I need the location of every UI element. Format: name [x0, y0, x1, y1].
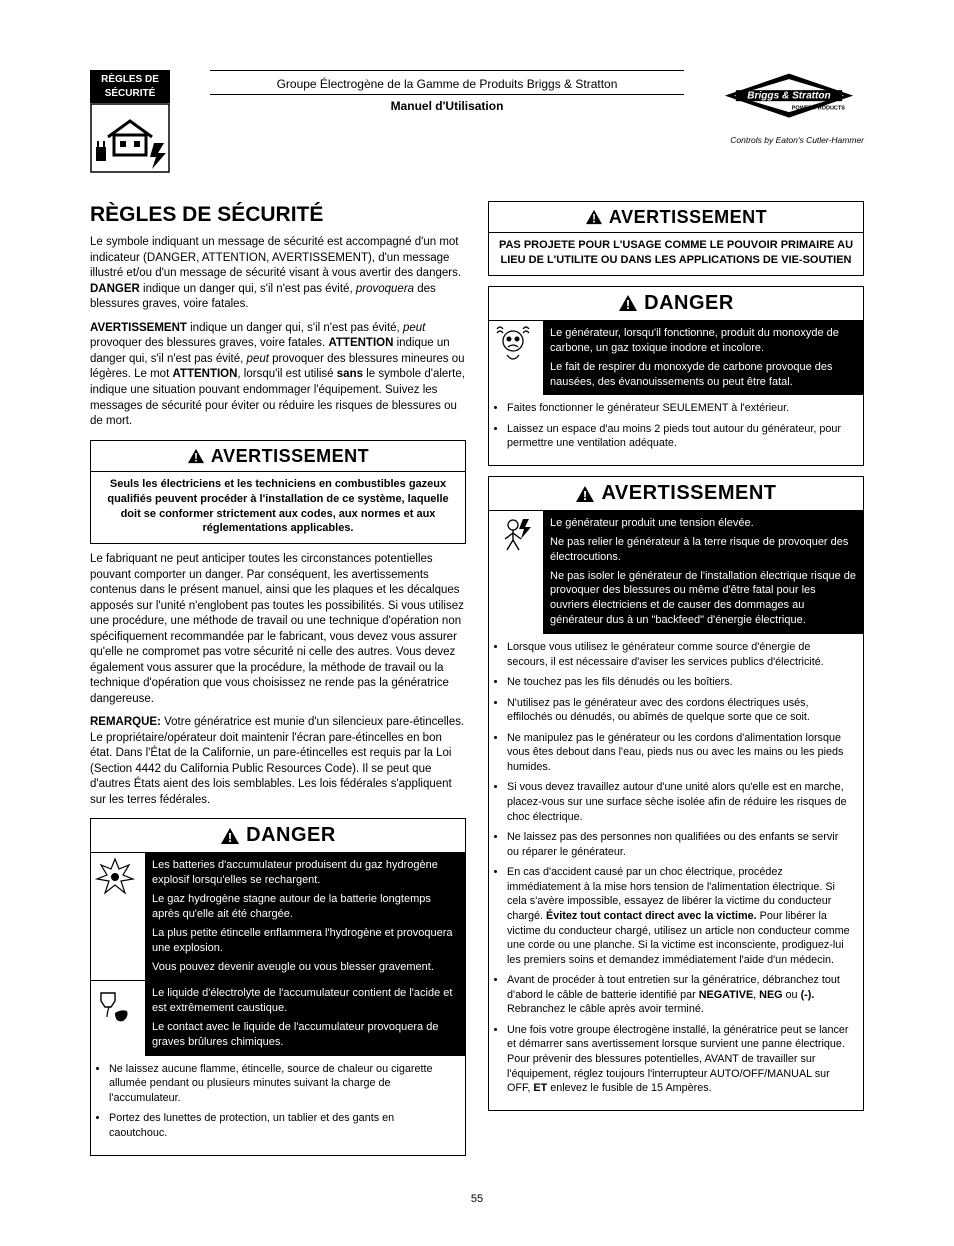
avert-elec-b1: Lorsque vous utilisez le générateur comm…	[507, 640, 853, 669]
warning-triangle-icon: !	[220, 827, 240, 845]
danger-bullets: Ne laissez aucune flamme, étincelle, sou…	[91, 1056, 465, 1155]
danger-text-4: Vous pouvez devenir aveugle ou vous bles…	[152, 960, 458, 975]
alert-avertissement-usage: ! AVERTISSEMENT PAS PROJETE POUR L'USAGE…	[488, 201, 864, 276]
danger-text-3: La plus petite étincelle enflammera l'hy…	[152, 926, 458, 956]
header-center: Groupe Électrogène de la Gamme de Produi…	[210, 70, 684, 114]
danger-bullet-2: Portez des lunettes de protection, un ta…	[109, 1111, 455, 1140]
avert-elec-b7: En cas d'accident causé par un choc élec…	[507, 865, 853, 967]
svg-text:!: !	[626, 297, 630, 312]
alert-header-word: AVERTISSEMENT	[211, 444, 369, 468]
danger-text-1: Les batteries d'accumulateur produisent …	[152, 858, 458, 888]
logo-tagline: Controls by Eaton's Cutler-Hammer	[694, 135, 864, 146]
safety-rules-badge: RÈGLES DE SÉCURITÉ	[90, 70, 170, 173]
hazard-avert-electrical: ! AVERTISSEMENT Le générateur produit un…	[488, 476, 864, 1111]
svg-text:Briggs & Stratton: Briggs & Stratton	[747, 90, 830, 101]
safety-rules-icon	[90, 103, 170, 173]
warning-triangle-icon: !	[618, 294, 638, 312]
avert-elec-b6: Ne laissez pas des personnes non qualifi…	[507, 830, 853, 859]
avert-elec-text-2: Ne pas relier le générateur à la terre r…	[550, 535, 856, 565]
avert-elec-text-1: Le générateur produit une tension élevée…	[550, 516, 856, 531]
avert-elec-b5: Si vous devez travaillez autour d'une un…	[507, 780, 853, 824]
danger-co-text-2: Le fait de respirer du monoxyde de carbo…	[550, 360, 856, 390]
svg-text:!: !	[583, 488, 587, 503]
warning-triangle-icon: !	[575, 485, 595, 503]
warning-triangle-icon: !	[187, 448, 205, 464]
danger-co-bullet-1: Faites fonctionner le générateur SEULEME…	[507, 401, 853, 416]
danger-co-bullet-2: Laissez un espace d'au moins 2 pieds tou…	[507, 422, 853, 451]
hazard-danger-battery: ! DANGER Les batteries d'accumulateur pr…	[90, 818, 466, 1155]
hazard-header-word: AVERTISSEMENT	[601, 480, 776, 507]
left-column: RÈGLES DE SÉCURITÉ Le symbole indiquant …	[90, 201, 466, 1166]
header-manual-title: Manuel d'Utilisation	[210, 98, 684, 114]
toxic-fumes-icon	[493, 325, 533, 365]
avert-elec-text-3: Ne pas isoler le générateur de l'install…	[550, 569, 856, 628]
warning-triangle-icon: !	[585, 209, 603, 225]
danger-text-2: Le gaz hydrogène stagne autour de la bat…	[152, 892, 458, 922]
avert-elec-bullets: Lorsque vous utilisez le générateur comm…	[489, 634, 863, 1110]
alert-body-text: PAS PROJETE POUR L'USAGE COMME LE POUVOI…	[489, 233, 863, 275]
hazard-danger-co: ! DANGER Le générateur, lorsqu'il foncti…	[488, 286, 864, 466]
electric-shock-icon	[493, 515, 533, 555]
safety-rules-badge-label: RÈGLES DE SÉCURITÉ	[90, 70, 170, 103]
avert-elec-b3: N'utilisez pas le générateur avec des co…	[507, 696, 853, 725]
manufacturer-paragraph: Le fabriquant ne peut anticiper toutes l…	[90, 552, 466, 707]
alert-avertissement-installers: ! AVERTISSEMENT Seuls les électriciens e…	[90, 440, 466, 545]
avert-elec-b4: Ne manipulez pas le générateur ou les co…	[507, 731, 853, 775]
danger-co-text-1: Le générateur, lorsqu'il fonctionne, pro…	[550, 326, 856, 356]
danger-text-5: Le liquide d'électrolyte de l'accumulate…	[152, 986, 458, 1016]
page-title: RÈGLES DE SÉCURITÉ	[90, 201, 466, 229]
avert-elec-b9: Une fois votre groupe électrogène instal…	[507, 1023, 853, 1096]
briggs-stratton-logo-icon: Briggs & Stratton POWER PRODUCTS	[714, 70, 864, 125]
page-header: RÈGLES DE SÉCURITÉ Groupe Électrogène de…	[90, 70, 864, 173]
svg-text:!: !	[194, 452, 198, 464]
hazard-header-word: DANGER	[644, 290, 734, 317]
danger-bullet-1: Ne laissez aucune flamme, étincelle, sou…	[109, 1062, 455, 1106]
remarque-paragraph: REMARQUE: Votre génératrice est munie d'…	[90, 715, 466, 808]
avert-elec-b2: Ne touchez pas les fils dénudés ou les b…	[507, 675, 853, 690]
explosion-icon	[95, 857, 135, 897]
alert-header-word: AVERTISSEMENT	[609, 205, 767, 229]
brand-logo: Briggs & Stratton POWER PRODUCTS Control…	[694, 70, 864, 146]
intro-paragraph-2: AVERTISSEMENT indique un danger qui, s'i…	[90, 321, 466, 430]
hazard-header-word: DANGER	[246, 822, 336, 849]
svg-text:!: !	[228, 830, 232, 845]
svg-text:!: !	[592, 213, 596, 225]
svg-text:POWER PRODUCTS: POWER PRODUCTS	[792, 105, 846, 111]
danger-co-bullets: Faites fonctionner le générateur SEULEME…	[489, 395, 863, 465]
intro-paragraph-1: Le symbole indiquant un message de sécur…	[90, 235, 466, 313]
page-number: 55	[90, 1192, 864, 1207]
alert-body-text: Seuls les électriciens et les technicien…	[91, 472, 465, 543]
header-product-line: Groupe Électrogène de la Gamme de Produi…	[210, 74, 684, 94]
danger-text-6: Le contact avec le liquide de l'accumula…	[152, 1020, 458, 1050]
right-column: ! AVERTISSEMENT PAS PROJETE POUR L'USAGE…	[488, 201, 864, 1166]
acid-hand-icon	[95, 985, 135, 1025]
avert-elec-b8: Avant de procéder à tout entretien sur l…	[507, 973, 853, 1017]
